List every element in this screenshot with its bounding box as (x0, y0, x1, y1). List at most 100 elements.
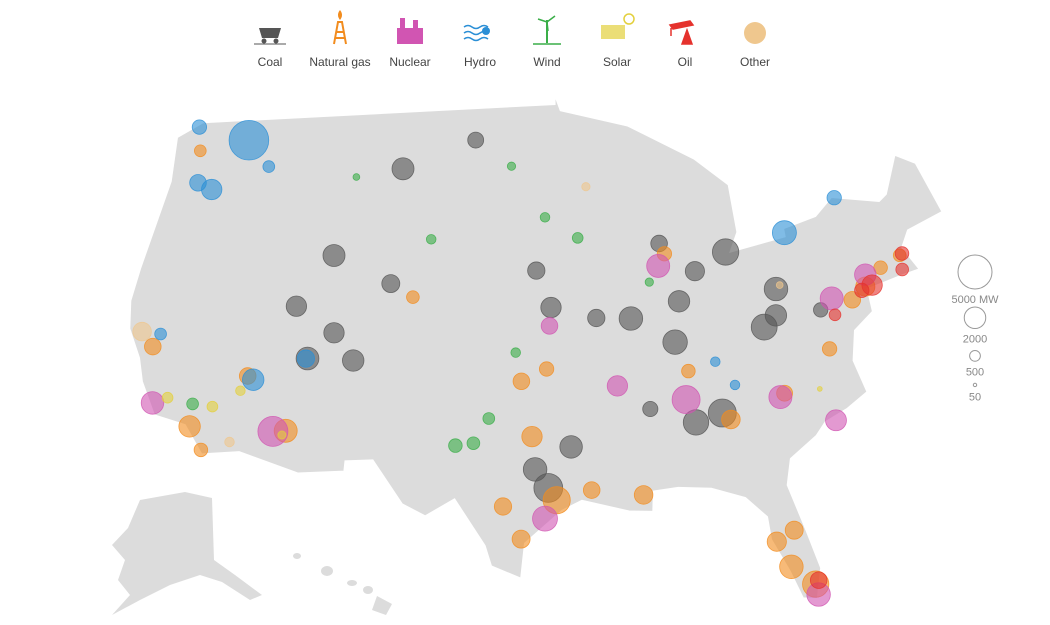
plant (768, 385, 793, 410)
plant (587, 308, 606, 328)
hawaii (347, 580, 357, 586)
legend-label: Solar (603, 55, 631, 69)
plant (482, 412, 496, 425)
legend-icon (400, 18, 405, 28)
plant (178, 415, 201, 438)
plant (186, 397, 199, 411)
plant (854, 282, 870, 299)
legend-icon (261, 38, 267, 44)
legend-item: Hydro (463, 24, 496, 69)
plant (506, 161, 517, 171)
plant (161, 391, 174, 404)
legend-icon (482, 27, 490, 35)
legend-icon (537, 15, 556, 32)
legend-item: Nuclear (389, 18, 431, 69)
hawaii (321, 566, 333, 576)
plant (662, 329, 688, 355)
plant (512, 372, 531, 391)
plant (522, 457, 548, 482)
legend-icon (463, 36, 489, 42)
size-legend-circle (969, 350, 981, 362)
plant (633, 485, 654, 505)
plant (618, 306, 644, 331)
plant (191, 119, 208, 135)
legend-icon (259, 28, 281, 38)
plant (262, 160, 276, 173)
plant (277, 430, 287, 440)
legend-icon (338, 10, 342, 20)
plant (644, 277, 654, 287)
plant (819, 286, 844, 311)
plant (784, 520, 804, 540)
plants (132, 119, 910, 607)
plant (729, 379, 741, 391)
plant (712, 238, 740, 266)
legend-icon (333, 21, 347, 45)
legend-icon (413, 20, 418, 28)
plant (646, 253, 671, 278)
plant (194, 144, 207, 158)
plant (511, 529, 531, 549)
size-legend-circle (972, 382, 978, 388)
plant (721, 409, 741, 430)
size-legend-circle (963, 306, 987, 330)
plant (671, 385, 701, 415)
size-legend-label: 5000 MW (951, 294, 999, 306)
legend-icon (273, 38, 279, 44)
plant (681, 363, 696, 379)
legend-label: Nuclear (389, 55, 430, 69)
legend-icon (601, 25, 625, 39)
size-legend-label: 50 (969, 392, 981, 404)
plant (466, 436, 481, 450)
plant (771, 220, 797, 246)
plant (448, 438, 463, 453)
legend-label: Coal (258, 55, 283, 69)
plant (154, 327, 167, 341)
plant (540, 317, 559, 335)
legend-label: Other (740, 55, 770, 69)
plant (710, 356, 721, 367)
hawaii (372, 596, 392, 615)
legend-label: Hydro (464, 55, 496, 69)
plant (228, 119, 270, 161)
hawaii (363, 586, 373, 594)
plant (144, 337, 162, 356)
plant (342, 349, 365, 372)
plant (667, 290, 691, 313)
plant (763, 276, 789, 302)
plant (809, 571, 828, 589)
plant (582, 481, 601, 499)
plant (642, 400, 659, 417)
plant (539, 212, 551, 223)
plant (816, 386, 823, 392)
legend-item: Coal (254, 28, 286, 69)
plant (895, 262, 909, 277)
plant (538, 361, 555, 377)
plant (322, 244, 346, 267)
size-legend-label: 500 (966, 366, 984, 378)
legend-item: Natural gas (309, 10, 371, 69)
plant (140, 391, 165, 415)
legend-label: Natural gas (309, 55, 370, 69)
plant (821, 341, 838, 357)
plant (775, 281, 784, 289)
plant (540, 296, 562, 319)
legend-icon (463, 24, 489, 30)
plant (606, 375, 629, 397)
plant (764, 304, 788, 327)
size-legend: 5000 MW 2000 500 50 (951, 254, 999, 404)
plant (779, 554, 804, 579)
fuel-legend: Coal Natural gas Nuclear Hydro Wind Solar Oil O… (254, 10, 770, 69)
legend-icon (623, 13, 635, 25)
plant (559, 435, 583, 459)
plant (193, 442, 209, 458)
legend-item: Oil (668, 20, 695, 69)
plant (532, 505, 558, 532)
plant (527, 261, 546, 280)
plant (826, 190, 842, 206)
plant (189, 174, 207, 192)
plant (493, 497, 513, 516)
legend-item: Other (740, 22, 770, 69)
plant (521, 425, 543, 448)
